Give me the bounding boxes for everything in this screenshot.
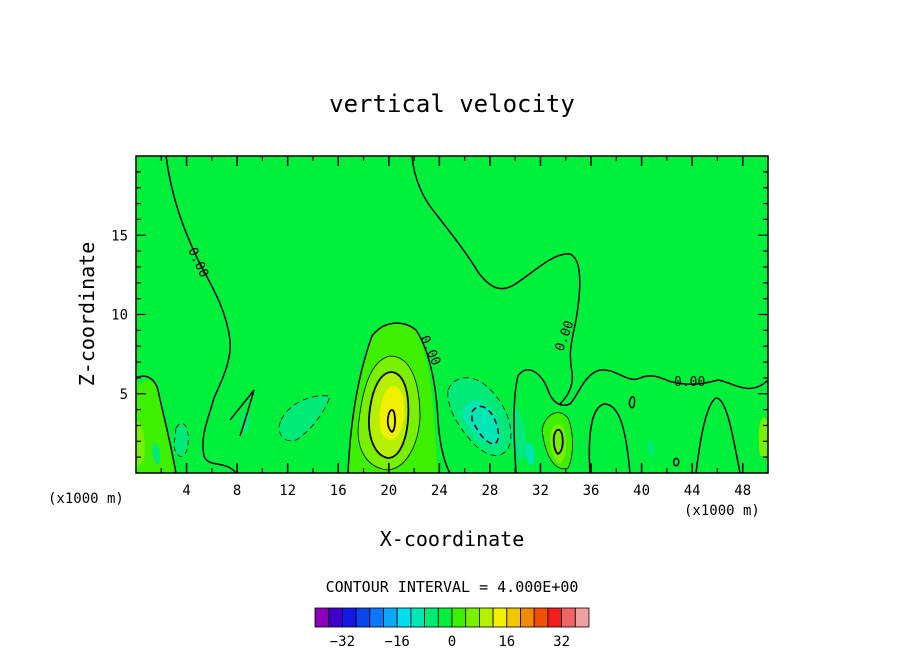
zero-contour-right: [513, 369, 768, 473]
updraft-contour-4: [357, 355, 421, 471]
colorbar-tick-label: 0: [448, 634, 456, 650]
small-contour-x39: [628, 395, 636, 409]
chart-title: vertical velocity: [329, 90, 575, 118]
colorbar-swatch: [465, 607, 480, 628]
updraft-x33-outer-contour: [541, 412, 573, 470]
left-downdraft: [174, 423, 189, 457]
colorbar-tick-label: −32: [330, 634, 355, 650]
colorbar-swatch: [451, 607, 467, 628]
x-tick-label: 32: [532, 483, 549, 499]
colorbar-swatch: [369, 607, 384, 628]
x-unit-label-left: (x1000 m): [48, 491, 124, 507]
contour-interval-label: CONTOUR INTERVAL = 4.000E+00: [326, 578, 579, 596]
colorbar-swatch: [383, 607, 398, 628]
downdraft-contour-x28-outer: [447, 377, 512, 456]
x-tick-label: 20: [380, 483, 397, 499]
colorbar-swatch: [355, 607, 371, 628]
plot-area: [136, 156, 768, 473]
x-tick-label: 4: [182, 483, 190, 499]
colorbar-swatch: [424, 607, 439, 628]
colorbar-swatch: [492, 607, 508, 628]
x-unit-label-right: (x1000 m): [684, 503, 760, 519]
colorbar-swatch: [341, 607, 357, 628]
x-tick-label: 48: [734, 483, 751, 499]
zero-contour-x8: [229, 389, 255, 437]
left-positive-core: [136, 420, 145, 468]
y-tick-label: 10: [111, 308, 128, 324]
zero-contour-left: [165, 156, 237, 473]
contour-label: 0.00: [674, 375, 705, 390]
zero-contour-x46: [695, 397, 741, 473]
contour-lines: [136, 156, 768, 473]
y-axis-title: Z-coordinate: [75, 242, 99, 387]
x-tick-label: 8: [233, 483, 241, 499]
colorbar-swatch: [520, 607, 535, 628]
x-tick-label: 40: [633, 483, 650, 499]
x-tick-label: 28: [481, 483, 498, 499]
colorbar-swatch: [410, 607, 425, 628]
x-tick-label: 16: [330, 483, 347, 499]
colorbar-swatch: [328, 607, 343, 628]
colorbar: [314, 607, 590, 628]
colorbar-swatch: [574, 607, 590, 628]
downdraft-x28-core: [462, 401, 502, 445]
colorbar-tick-label: −16: [385, 634, 410, 650]
x-axis-title: X-coordinate: [380, 527, 525, 551]
zero-contour-left-edge: [136, 375, 177, 473]
y-tick-label: 15: [111, 228, 128, 244]
colorbar-swatch: [314, 607, 330, 628]
y-axis: 5 10 15: [111, 171, 768, 458]
x-tick-label: 44: [684, 483, 701, 499]
zero-contour-x37: [588, 403, 631, 473]
updraft-main-core: [379, 386, 405, 440]
colorbar-tick-label: 32: [553, 634, 570, 650]
downdraft-x31: [525, 442, 535, 465]
colorbar-swatch: [533, 607, 549, 628]
x-tick-label: 36: [583, 483, 600, 499]
updraft-x33-contour: [552, 428, 564, 456]
colorbar-swatch: [561, 607, 576, 628]
left-downdraft-2: [152, 443, 161, 465]
downdraft-contour-left: [173, 423, 189, 457]
colorbar-tick-label: 16: [498, 634, 515, 650]
colorbar-swatch: [547, 607, 563, 628]
downdraft-x41: [647, 439, 655, 457]
small-contour-x43: [673, 457, 680, 467]
downdraft-contour-x28: [471, 405, 500, 445]
updraft-contour-16: [386, 409, 396, 434]
x-tick-label: 24: [431, 483, 448, 499]
left-positive-region: [136, 380, 176, 473]
downdraft-x13: [279, 395, 330, 441]
x-tick-label: 12: [279, 483, 296, 499]
colorbar-swatch: [506, 607, 521, 628]
x-axis: 4 8 12 16 20 24 28 32 36 40 44 48: [160, 156, 769, 499]
right-edge-updraft: [758, 417, 768, 456]
colorbar-swatch: [437, 607, 453, 628]
colorbar-ticks: −32 −16 0 16 32: [330, 634, 570, 650]
downdraft-contour-x13: [278, 395, 331, 442]
colorbar-swatch: [478, 607, 494, 628]
updraft-contour-8: [368, 371, 410, 459]
zero-contour-center: [411, 156, 581, 405]
zero-contour-updraft: [347, 322, 451, 473]
colorbar-swatch: [396, 607, 412, 628]
y-tick-label: 5: [120, 387, 128, 403]
